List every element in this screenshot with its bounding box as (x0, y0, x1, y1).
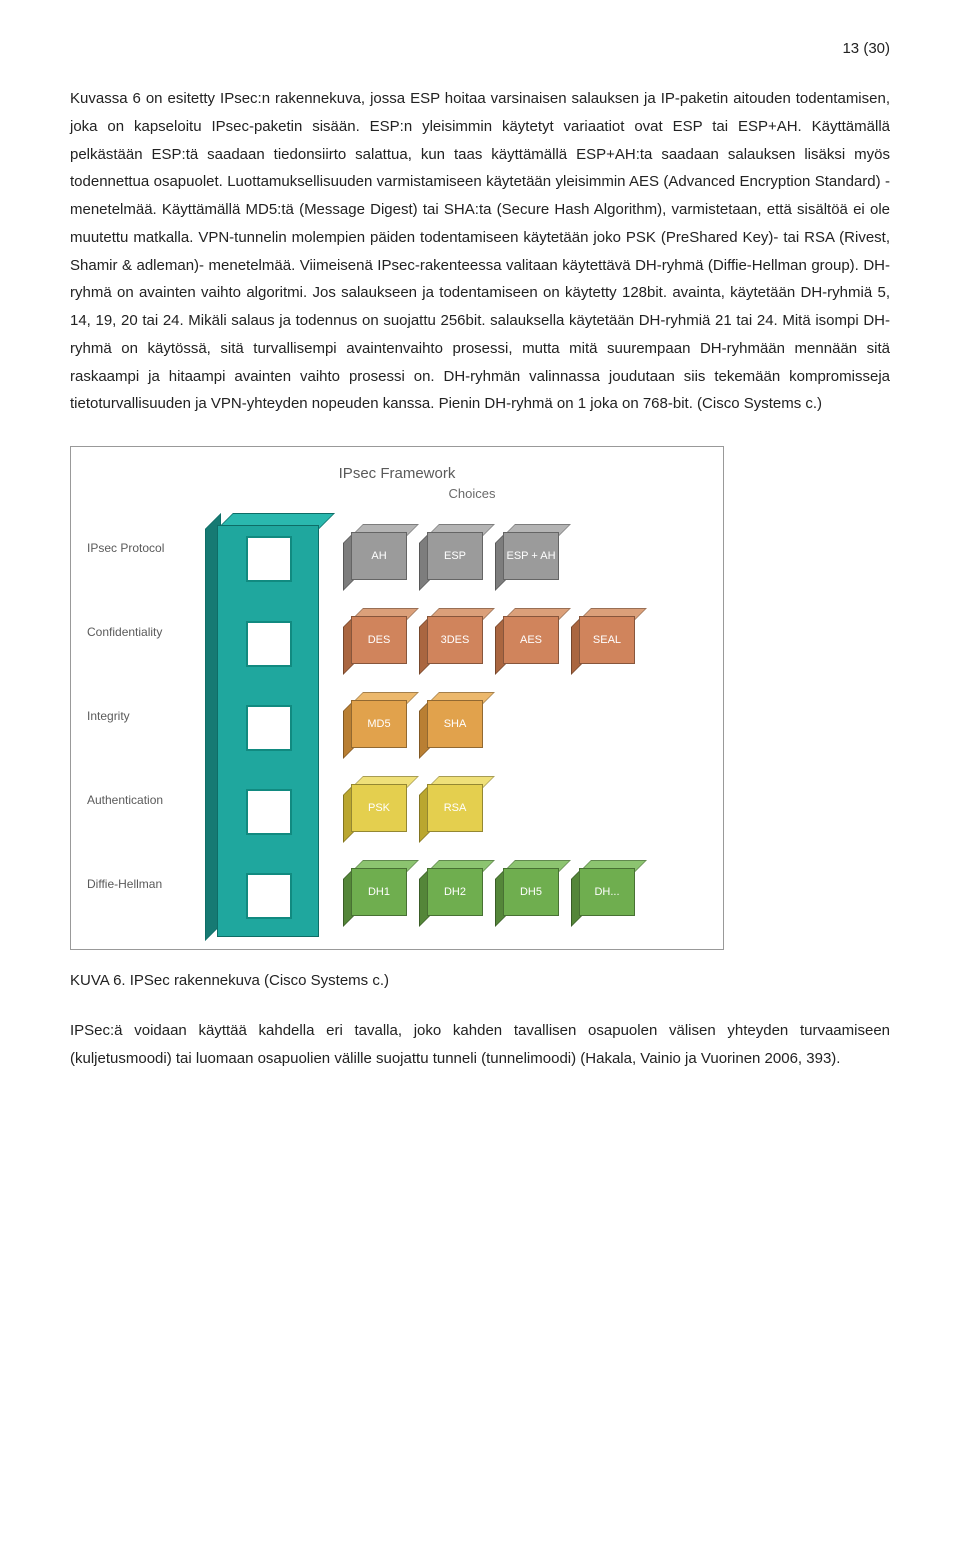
choice-cube-label: RSA (427, 784, 483, 832)
choice-cube-label: SEAL (579, 616, 635, 664)
choice-cube-label: DH5 (503, 868, 559, 916)
choice-cube: AES (495, 608, 557, 662)
choice-cube: AH (343, 524, 405, 578)
bottom-paragraph: IPSec:ä voidaan käyttää kahdella eri tav… (70, 1017, 890, 1073)
choice-row: PSK RSA (343, 771, 633, 835)
choice-row: DES 3DES AES SEAL (343, 603, 633, 667)
choice-cube-label: AES (503, 616, 559, 664)
choice-cube-label: AH (351, 532, 407, 580)
row-label: Authentication (87, 793, 187, 807)
choice-cube-label: DES (351, 616, 407, 664)
choice-cube-label: MD5 (351, 700, 407, 748)
tower-slot (246, 873, 292, 919)
figure-title: IPsec Framework (87, 465, 707, 482)
choice-cube-label: 3DES (427, 616, 483, 664)
row-label: IPsec Protocol (87, 541, 187, 555)
choice-cube-label: ESP (427, 532, 483, 580)
choice-cube: ESP (419, 524, 481, 578)
figure-caption: KUVA 6. IPSec rakennekuva (Cisco Systems… (70, 972, 890, 989)
choice-cube: 3DES (419, 608, 481, 662)
tower-slot (246, 789, 292, 835)
choice-cube-label: DH2 (427, 868, 483, 916)
body-paragraph: Kuvassa 6 on esitetty IPsec:n rakennekuv… (70, 85, 890, 418)
choice-cube: DH... (571, 860, 633, 914)
tower-slot (246, 705, 292, 751)
choice-row: AH ESP ESP + AH (343, 519, 633, 583)
choice-cube: ESP + AH (495, 524, 557, 578)
choice-cube-label: ESP + AH (503, 532, 559, 580)
choice-cube-label: DH1 (351, 868, 407, 916)
choice-row: MD5 SHA (343, 687, 633, 751)
ipsec-tower (205, 513, 325, 933)
choice-cube-label: PSK (351, 784, 407, 832)
choice-cube: MD5 (343, 692, 405, 746)
choice-cube-label: SHA (427, 700, 483, 748)
choice-cube: DH1 (343, 860, 405, 914)
choice-row: DH1 DH2 DH5 DH... (343, 855, 633, 919)
choice-cube-label: DH... (579, 868, 635, 916)
choice-cube: PSK (343, 776, 405, 830)
choice-cube: SEAL (571, 608, 633, 662)
choice-cube: DH5 (495, 860, 557, 914)
ipsec-figure: IPsec Framework Choices IPsec Protocol C… (70, 446, 724, 950)
row-label: Diffie-Hellman (87, 877, 187, 891)
tower-slot (246, 536, 292, 582)
tower-slot (246, 621, 292, 667)
choice-cube: DES (343, 608, 405, 662)
choice-cube: DH2 (419, 860, 481, 914)
choice-cube: SHA (419, 692, 481, 746)
row-label: Integrity (87, 709, 187, 723)
choices-label: Choices (237, 486, 707, 501)
choices-grid: AH ESP ESP + AH DES 3DES AES SEAL MD5 SHA PSK RSA D… (343, 513, 633, 919)
row-label: Confidentiality (87, 625, 187, 639)
choice-cube: RSA (419, 776, 481, 830)
page-number: 13 (30) (70, 40, 890, 57)
